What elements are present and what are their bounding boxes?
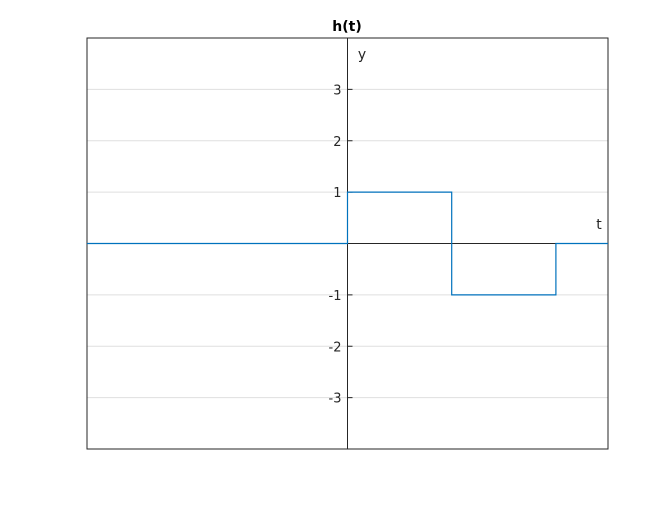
y-tick-label-0: 3 [333, 83, 341, 98]
y-tick-labels: 3 2 1 -1 -2 -3 [329, 83, 353, 407]
y-tick-label-4: -2 [329, 340, 342, 355]
series-layer [87, 191, 608, 296]
y-axis-label: y [358, 47, 366, 63]
series-line-0 [87, 191, 608, 296]
y-tick-label-2: 1 [333, 186, 341, 201]
chart-title: h(t) [332, 19, 361, 35]
y-tick-label-1: 2 [333, 135, 341, 150]
x-axis-label: t [596, 217, 602, 233]
y-tick-label-3: -1 [329, 289, 342, 304]
y-tick-label-5: -3 [329, 392, 342, 407]
